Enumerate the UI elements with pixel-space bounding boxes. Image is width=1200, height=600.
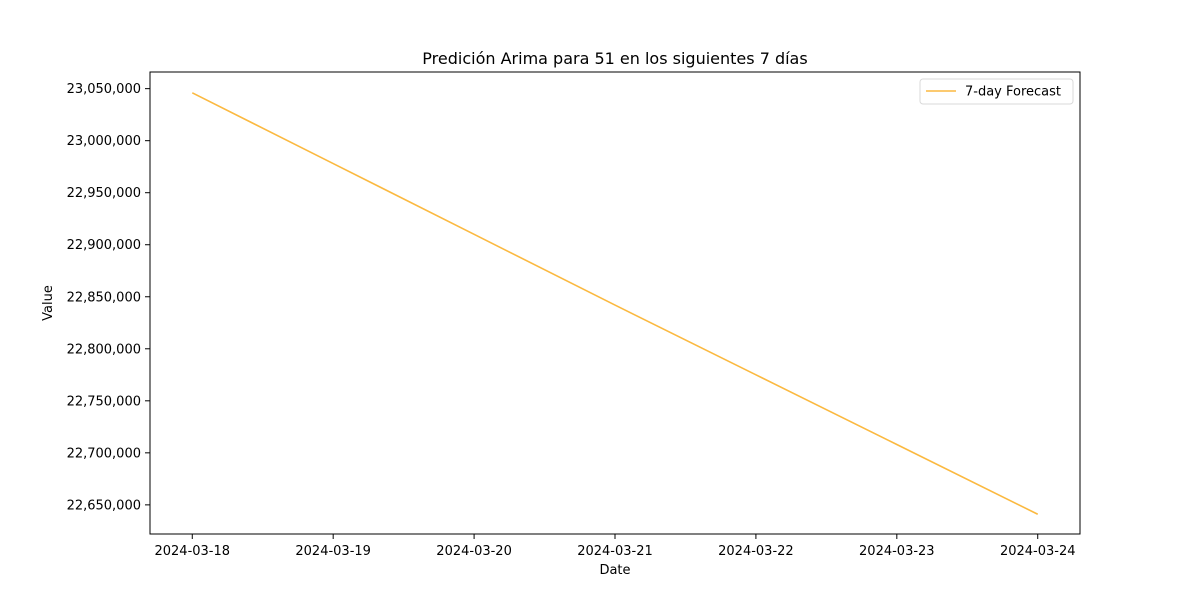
- y-tick-label: 23,050,000: [67, 82, 141, 97]
- legend-label: 7-day Forecast: [965, 85, 1061, 100]
- y-tick-label: 22,650,000: [67, 498, 141, 513]
- legend-box: [919, 78, 1074, 105]
- y-tick-label: 22,700,000: [67, 446, 141, 461]
- x-axis-label: Date: [599, 563, 630, 578]
- x-tick-label: 2024-03-24: [1000, 544, 1076, 559]
- y-tick-label: 22,900,000: [67, 238, 141, 253]
- y-tick-label: 22,800,000: [67, 342, 141, 357]
- y-tick-label: 23,000,000: [67, 134, 141, 149]
- x-tick-label: 2024-03-19: [295, 544, 371, 559]
- y-tick-label: 22,850,000: [67, 290, 141, 305]
- x-tick-label: 2024-03-20: [436, 544, 512, 559]
- x-tick-label: 2024-03-21: [577, 544, 653, 559]
- x-tick-label: 2024-03-22: [718, 544, 794, 559]
- series-line-forecast: [191, 92, 1039, 515]
- x-tick-label: 2024-03-23: [859, 544, 935, 559]
- y-tick-label: 22,950,000: [67, 186, 141, 201]
- legend: 7-day Forecast: [919, 78, 1074, 105]
- x-tick-label: 2024-03-18: [154, 544, 230, 559]
- y-tick-label: 22,750,000: [67, 394, 141, 409]
- y-axis-label: Value: [41, 285, 56, 321]
- chart-title: Predición Arima para 51 en los siguiente…: [422, 49, 807, 68]
- axes-frame: [149, 71, 1081, 535]
- plot-area: 2024-03-18 2024-03-19 2024-03-20 2024-03-21…: [67, 82, 1076, 559]
